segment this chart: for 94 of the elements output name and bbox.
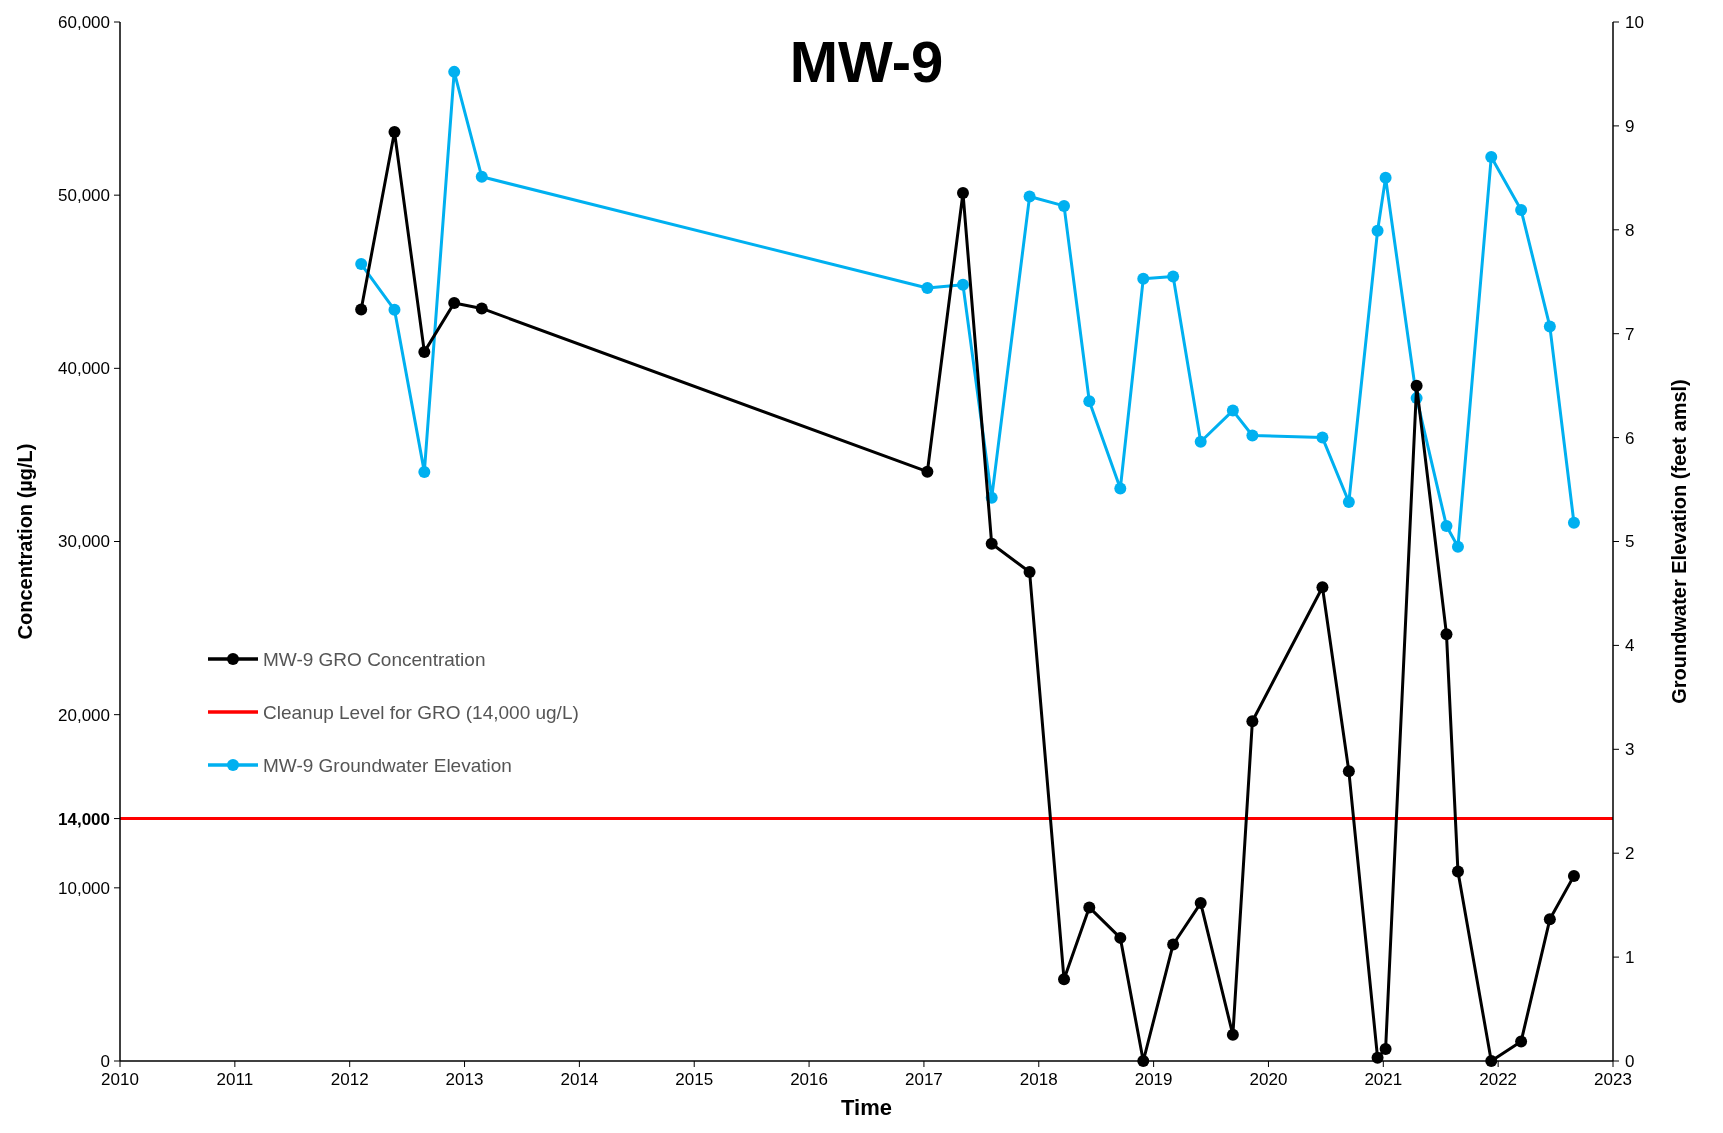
point	[1058, 973, 1071, 986]
y2-tick-label: 6	[1625, 428, 1635, 448]
y2-tick-label: 7	[1625, 324, 1635, 344]
point	[1371, 1051, 1384, 1064]
point	[388, 303, 401, 316]
x-tick-label: 2022	[1479, 1070, 1518, 1089]
point	[448, 65, 461, 78]
point	[1137, 272, 1150, 285]
legend-label: MW-9 Groundwater Elevation	[263, 754, 512, 776]
point	[1515, 1035, 1528, 1048]
x-tick-label: 2014	[560, 1070, 599, 1089]
point	[1023, 565, 1036, 578]
point	[355, 258, 368, 271]
y2-tick-label: 8	[1625, 220, 1635, 240]
point	[1114, 931, 1127, 944]
point	[1194, 897, 1207, 910]
x-tick-label: 2020	[1249, 1070, 1288, 1089]
point	[1246, 429, 1259, 442]
point	[355, 303, 368, 316]
point	[1485, 1055, 1498, 1067]
x-tick-label: 2016	[790, 1070, 828, 1089]
point	[1410, 379, 1423, 392]
point	[1226, 404, 1239, 417]
x-tick-label: 2019	[1134, 1070, 1173, 1089]
point	[985, 537, 998, 550]
chart-title: MW-9	[789, 29, 944, 94]
y2-tick-label: 10	[1625, 12, 1644, 32]
point	[921, 281, 934, 294]
point	[1342, 496, 1355, 509]
point	[1543, 320, 1556, 333]
point	[1379, 171, 1392, 184]
x-tick-label: 2023	[1594, 1070, 1632, 1089]
point	[418, 345, 431, 358]
y2-tick-label: 2	[1625, 844, 1635, 864]
point	[1023, 190, 1036, 203]
y2-axis-title: Groundwater Elevation (feet amsl)	[1668, 379, 1690, 704]
point	[1083, 395, 1096, 408]
x-tick-label: 2011	[216, 1070, 254, 1089]
point	[475, 170, 488, 183]
x-tick-label: 2013	[445, 1070, 484, 1089]
x-tick-label: 2017	[905, 1070, 943, 1089]
y-tick-label: 14,000	[58, 809, 110, 829]
y-axis-title: Concentration (µg/L)	[14, 443, 36, 640]
x-tick-label: 2015	[675, 1070, 714, 1089]
legend-label: Cleanup Level for GRO (14,000 ug/L)	[263, 701, 579, 723]
point	[1167, 938, 1180, 951]
point	[1137, 1055, 1150, 1067]
point	[1567, 516, 1580, 529]
point	[1246, 715, 1259, 728]
point	[475, 302, 488, 315]
y2-tick-label: 9	[1625, 116, 1635, 136]
point	[1316, 431, 1329, 444]
x-tick-label: 2010	[101, 1070, 139, 1089]
legend-label: MW-9 GRO Concentration	[263, 648, 486, 670]
y-tick-label: 0	[100, 1051, 110, 1071]
point	[1316, 581, 1329, 594]
y-tick-label: 40,000	[58, 359, 110, 379]
y2-tick-label: 3	[1625, 740, 1635, 760]
x-tick-label: 2012	[330, 1070, 369, 1089]
point	[418, 465, 431, 478]
y2-tick-label: 1	[1625, 948, 1635, 968]
y-tick-label: 10,000	[58, 878, 110, 898]
y-tick-label: 30,000	[58, 532, 110, 552]
point	[921, 465, 934, 478]
point	[1440, 628, 1453, 641]
point	[956, 278, 969, 291]
point	[448, 297, 461, 310]
point	[1451, 540, 1464, 553]
point	[1114, 482, 1127, 495]
y2-tick-label: 4	[1625, 636, 1635, 656]
x-axis-title: Time	[841, 1095, 892, 1120]
point	[1543, 913, 1556, 926]
point	[1451, 865, 1464, 878]
point	[1567, 869, 1580, 882]
point	[1083, 901, 1096, 914]
x-tick-label: 2021	[1364, 1070, 1403, 1089]
y2-tick-label: 0	[1625, 1051, 1635, 1071]
point	[956, 186, 969, 199]
point	[1440, 519, 1453, 532]
point	[1194, 435, 1207, 448]
point	[1379, 1043, 1392, 1056]
y-tick-label: 60,000	[58, 12, 110, 32]
point	[1485, 151, 1498, 164]
point	[388, 125, 401, 138]
point	[1371, 224, 1384, 237]
point	[1167, 270, 1180, 283]
point	[1226, 1028, 1239, 1041]
y2-tick-label: 5	[1625, 532, 1635, 552]
point	[1342, 765, 1355, 778]
y-tick-label: 50,000	[58, 186, 110, 206]
point	[1515, 204, 1528, 217]
y-tick-label: 20,000	[58, 705, 110, 725]
x-tick-label: 2018	[1019, 1070, 1058, 1089]
point	[1058, 199, 1071, 212]
